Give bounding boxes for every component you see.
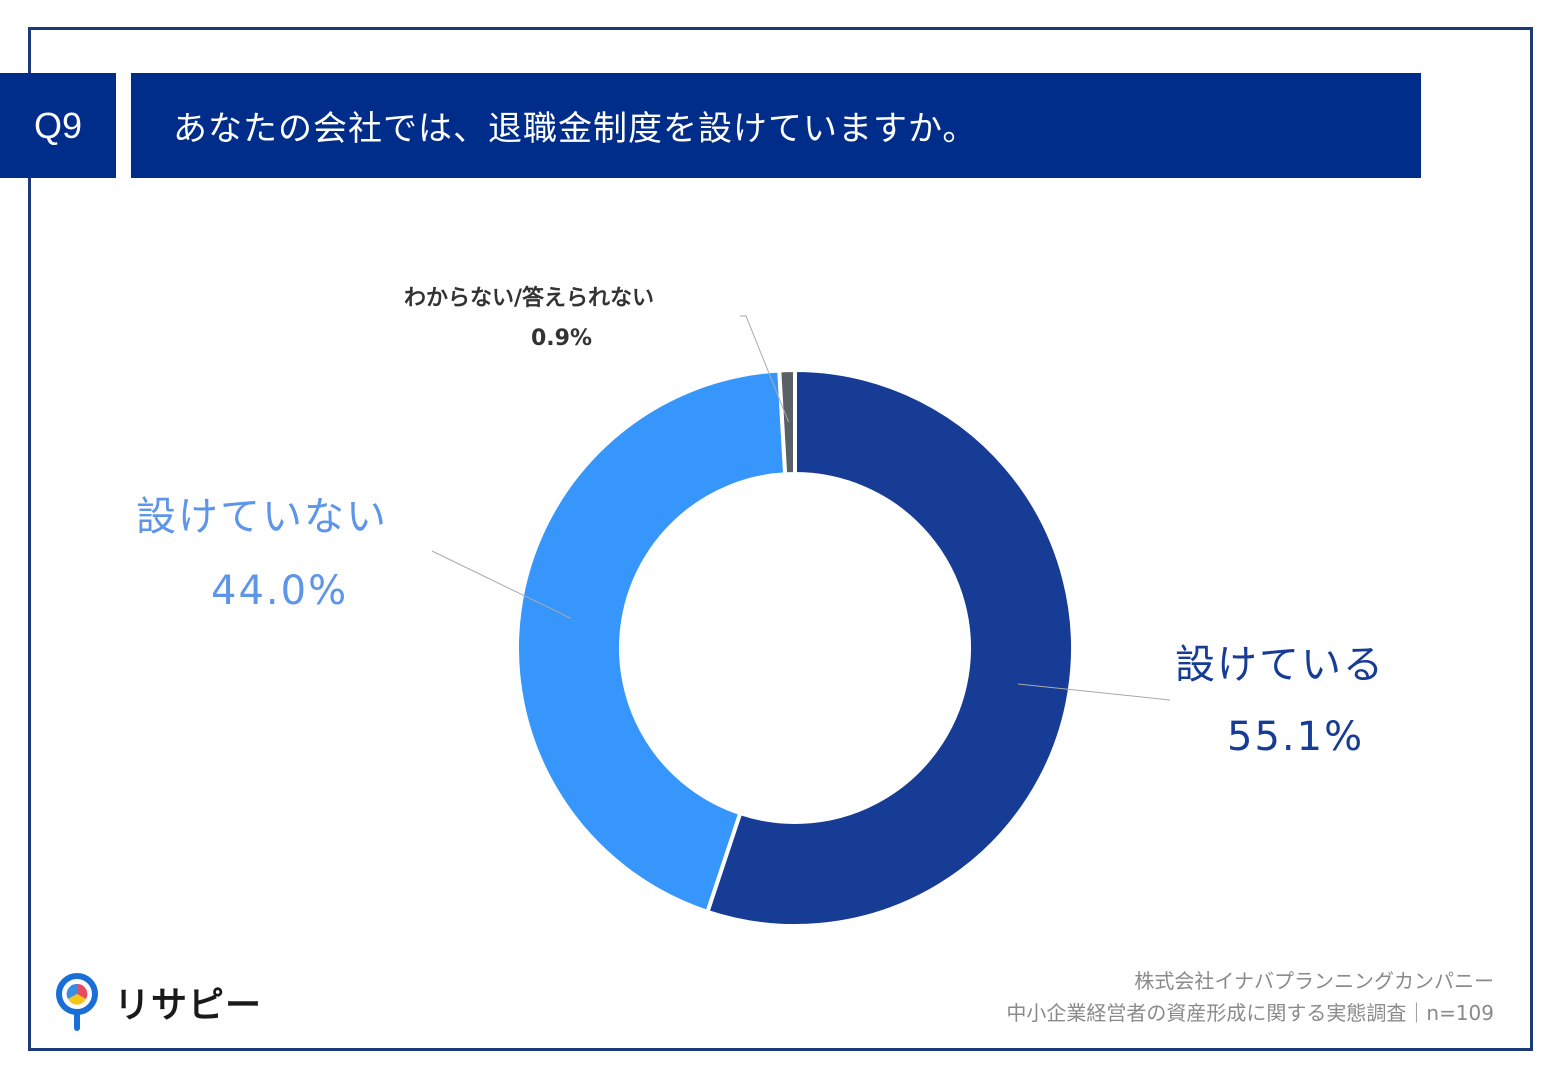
slice-no [515,368,788,915]
donut-slices [515,367,1075,928]
question-title-bar: あなたの会社では、退職金制度を設けていますか。 [131,73,1421,178]
slice-label-yes-name: 設けている [1175,642,1385,688]
leader-line-no [431,550,572,619]
risapy-logo: リサピー [52,972,262,1032]
question-text: あなたの会社では、退職金制度を設けていますか。 [173,109,978,149]
source-note: 株式会社イナバプランニングカンパニー 中小企業経営者の資産形成に関する実態調査｜… [1006,965,1494,1029]
slice-label-no-name: 設けていない [136,494,388,540]
slice-yes [704,367,1075,928]
slice-label-no-value: 44.0% [211,568,349,614]
chart-frame [28,27,1533,1051]
slice-label-unknown-value: 0.9% [531,326,593,351]
slice-label-unknown-name: わからない/答えられない [404,286,655,311]
slice-label-yes-value: 55.1% [1227,714,1365,760]
leader-line-yes [1018,683,1171,701]
leader-line-unknown [740,315,790,423]
question-number: Q9 [33,104,83,146]
slice-unknown [777,367,797,477]
logo-text: リサピー [114,985,263,1026]
question-number-badge: Q9 [0,73,116,178]
source-survey: 中小企業経営者の資産形成に関する実態調査｜n=109 [1006,1001,1494,1025]
risapy-logo-icon [56,973,98,1031]
source-company: 株式会社イナバプランニングカンパニー [1134,969,1494,993]
leader-lines [431,315,1171,701]
